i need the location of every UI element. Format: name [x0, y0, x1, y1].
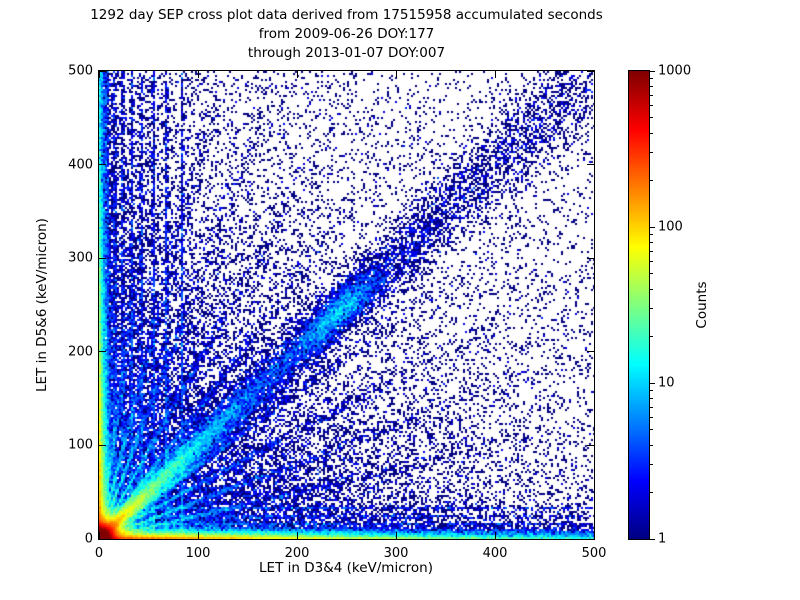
- y-tick-mark: [99, 538, 106, 540]
- x-tick-label: 400: [482, 546, 508, 561]
- x-tick-label: 300: [383, 546, 409, 561]
- y-tick-mark-right: [587, 351, 594, 353]
- colorbar-tick-mark: [650, 382, 655, 384]
- colorbar-minor-tick-mark: [650, 273, 653, 275]
- colorbar-minor-tick-mark: [650, 288, 653, 290]
- x-tick-mark: [197, 532, 199, 539]
- colorbar-minor-tick-mark: [650, 179, 653, 181]
- colorbar-minor-tick-mark: [650, 233, 653, 235]
- y-tick-label: 200: [68, 344, 93, 360]
- y-tick-mark-right: [587, 538, 594, 540]
- y-tick-mark: [99, 164, 106, 166]
- y-tick-label: 0: [84, 531, 93, 547]
- x-tick-mark-top: [197, 71, 199, 78]
- y-tick-mark-right: [587, 444, 594, 446]
- y-tick-label: 100: [68, 437, 93, 453]
- y-tick-mark: [99, 257, 106, 259]
- x-tick-mark-top: [98, 71, 100, 78]
- y-tick-mark: [99, 70, 106, 72]
- colorbar-minor-tick-mark: [650, 250, 653, 252]
- colorbar: [628, 70, 650, 540]
- figure-title-line2: from 2009-06-26 DOY:177: [258, 26, 435, 42]
- colorbar-gradient-canvas: [629, 71, 649, 539]
- plot-area: [98, 70, 595, 540]
- colorbar-tick-mark: [650, 538, 655, 540]
- colorbar-minor-tick-mark: [650, 491, 653, 493]
- colorbar-minor-tick-mark: [650, 308, 653, 310]
- colorbar-minor-tick-mark: [650, 105, 653, 107]
- colorbar-tick-label: 1: [658, 531, 667, 547]
- colorbar-tick-label: 1000: [658, 63, 692, 79]
- y-tick-mark: [99, 351, 106, 353]
- x-axis-label: LET in D3&4 (keV/micron): [259, 560, 433, 576]
- colorbar-minor-tick-mark: [650, 417, 653, 419]
- density-heatmap-canvas: [99, 71, 594, 539]
- colorbar-minor-tick-mark: [650, 397, 653, 399]
- colorbar-minor-tick-mark: [650, 261, 653, 263]
- x-tick-label: 200: [284, 546, 310, 561]
- x-tick-mark: [98, 532, 100, 539]
- colorbar-minor-tick-mark: [650, 152, 653, 154]
- colorbar-minor-tick-mark: [650, 132, 653, 134]
- colorbar-tick-mark: [650, 226, 655, 228]
- x-tick-label: 500: [581, 546, 607, 561]
- figure-title-block: 1292 day SEP cross plot data derived fro…: [84, 6, 609, 63]
- colorbar-tick-label: 100: [658, 219, 683, 235]
- x-tick-mark-top: [593, 71, 595, 78]
- colorbar-minor-tick-mark: [650, 335, 653, 337]
- colorbar-label: Counts: [694, 281, 710, 329]
- colorbar-minor-tick-mark: [650, 464, 653, 466]
- y-tick-mark-right: [587, 70, 594, 72]
- y-axis-label: LET in D5&6 (keV/micron): [34, 218, 50, 392]
- x-tick-mark: [593, 532, 595, 539]
- y-tick-mark-right: [587, 164, 594, 166]
- x-tick-mark: [296, 532, 298, 539]
- colorbar-minor-tick-mark: [650, 406, 653, 408]
- colorbar-minor-tick-mark: [650, 94, 653, 96]
- figure-title-line3: through 2013-01-07 DOY:007: [247, 45, 446, 61]
- colorbar-minor-tick-mark: [650, 444, 653, 446]
- y-tick-label: 500: [68, 63, 93, 79]
- x-tick-mark-top: [395, 71, 397, 78]
- x-tick-mark-top: [494, 71, 496, 78]
- x-tick-mark: [395, 532, 397, 539]
- colorbar-minor-tick-mark: [650, 77, 653, 79]
- colorbar-minor-tick-mark: [650, 117, 653, 119]
- y-tick-mark: [99, 444, 106, 446]
- colorbar-tick-label: 10: [658, 375, 675, 391]
- y-tick-label: 400: [68, 157, 93, 173]
- x-tick-label: 0: [94, 546, 104, 561]
- figure-title-line1: 1292 day SEP cross plot data derived fro…: [90, 7, 603, 23]
- x-tick-mark: [494, 532, 496, 539]
- colorbar-minor-tick-mark: [650, 85, 653, 87]
- colorbar-tick-mark: [650, 70, 655, 72]
- colorbar-minor-tick-mark: [650, 241, 653, 243]
- colorbar-minor-tick-mark: [650, 429, 653, 431]
- x-tick-label: 100: [185, 546, 211, 561]
- colorbar-minor-tick-mark: [650, 389, 653, 391]
- x-tick-mark-top: [296, 71, 298, 78]
- y-tick-label: 300: [68, 250, 93, 266]
- y-tick-mark-right: [587, 257, 594, 259]
